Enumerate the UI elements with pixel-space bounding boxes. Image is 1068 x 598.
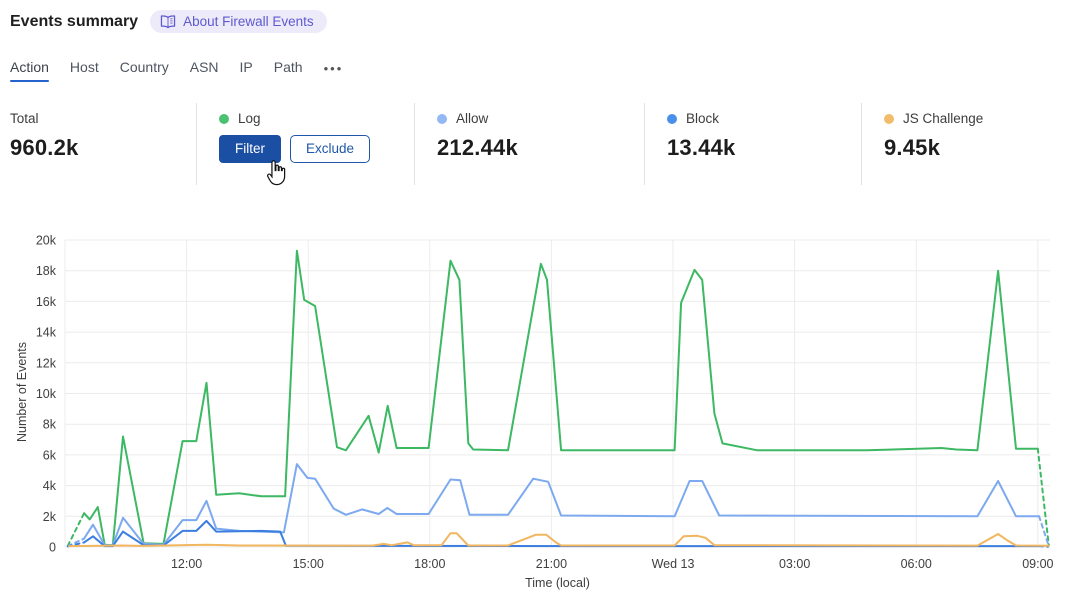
svg-text:15:00: 15:00 xyxy=(293,557,324,571)
svg-text:03:00: 03:00 xyxy=(779,557,810,571)
svg-text:8k: 8k xyxy=(43,418,57,432)
svg-text:18k: 18k xyxy=(36,264,57,278)
tab-path[interactable]: Path xyxy=(273,59,303,75)
svg-text:18:00: 18:00 xyxy=(414,557,445,571)
about-firewall-events-badge[interactable]: About Firewall Events xyxy=(150,10,327,33)
js-challenge-label: JS Challenge xyxy=(903,111,984,126)
svg-text:12:00: 12:00 xyxy=(171,557,202,571)
svg-text:21:00: 21:00 xyxy=(536,557,567,571)
total-value: 960.2k xyxy=(10,135,79,160)
log-legend-dot xyxy=(219,113,229,124)
allow-value: 212.44k xyxy=(437,135,518,160)
svg-text:2k: 2k xyxy=(43,510,57,524)
svg-text:09:00: 09:00 xyxy=(1022,557,1053,571)
svg-text:4k: 4k xyxy=(43,479,57,493)
svg-text:20k: 20k xyxy=(36,234,57,248)
stat-card-log: Log Filter Exclude xyxy=(196,103,414,185)
block-label: Block xyxy=(686,111,720,126)
exclude-button[interactable]: Exclude xyxy=(290,135,371,163)
svg-text:6k: 6k xyxy=(43,448,57,462)
svg-text:06:00: 06:00 xyxy=(901,557,932,571)
stats-row: Total 960.2k Log Filter Exclude Allow 21… xyxy=(0,103,1068,185)
log-label: Log xyxy=(238,111,261,126)
filter-button[interactable]: Filter xyxy=(219,135,281,163)
tab-action[interactable]: Action xyxy=(10,59,49,82)
x-axis-title: Time (local) xyxy=(525,576,590,590)
svg-text:0: 0 xyxy=(49,541,56,555)
stat-card-total: Total 960.2k xyxy=(0,103,196,185)
svg-text:12k: 12k xyxy=(36,356,57,370)
svg-text:14k: 14k xyxy=(36,326,57,340)
total-label: Total xyxy=(10,111,39,126)
open-book-icon xyxy=(160,14,176,29)
tab-country[interactable]: Country xyxy=(119,59,169,75)
js-challenge-legend-dot xyxy=(884,113,894,124)
svg-text:16k: 16k xyxy=(36,295,57,309)
js-challenge-value: 9.45k xyxy=(884,135,941,160)
header: Events summary About Firewall Events xyxy=(10,10,327,33)
events-time-series-chart[interactable]: Number of Events 0 2k 4k 6k 8k 10k 12k 14k 16k 18… xyxy=(0,225,1068,598)
group-by-tabs: Action Host Country ASN IP Path ••• xyxy=(10,59,344,82)
stat-card-js-challenge: JS Challenge 9.45k xyxy=(861,103,1068,185)
tab-asn[interactable]: ASN xyxy=(189,59,219,75)
about-badge-label: About Firewall Events xyxy=(183,14,314,29)
block-legend-dot xyxy=(667,113,677,124)
svg-text:Wed 13: Wed 13 xyxy=(652,557,695,571)
tab-host[interactable]: Host xyxy=(69,59,99,75)
allow-legend-dot xyxy=(437,113,447,124)
allow-label: Allow xyxy=(456,111,489,126)
tab-ip[interactable]: IP xyxy=(239,59,253,75)
more-tabs-ellipsis-icon[interactable]: ••• xyxy=(323,60,344,76)
svg-text:10k: 10k xyxy=(36,387,57,401)
stat-card-allow: Allow 212.44k xyxy=(414,103,644,185)
stat-card-block: Block 13.44k xyxy=(644,103,861,185)
chart-plot-area[interactable]: 0 2k 4k 6k 8k 10k 12k 14k 16k 18k 20k 12:00 15:00 18:… xyxy=(0,225,1068,598)
block-value: 13.44k xyxy=(667,135,736,160)
page-title: Events summary xyxy=(10,12,139,30)
